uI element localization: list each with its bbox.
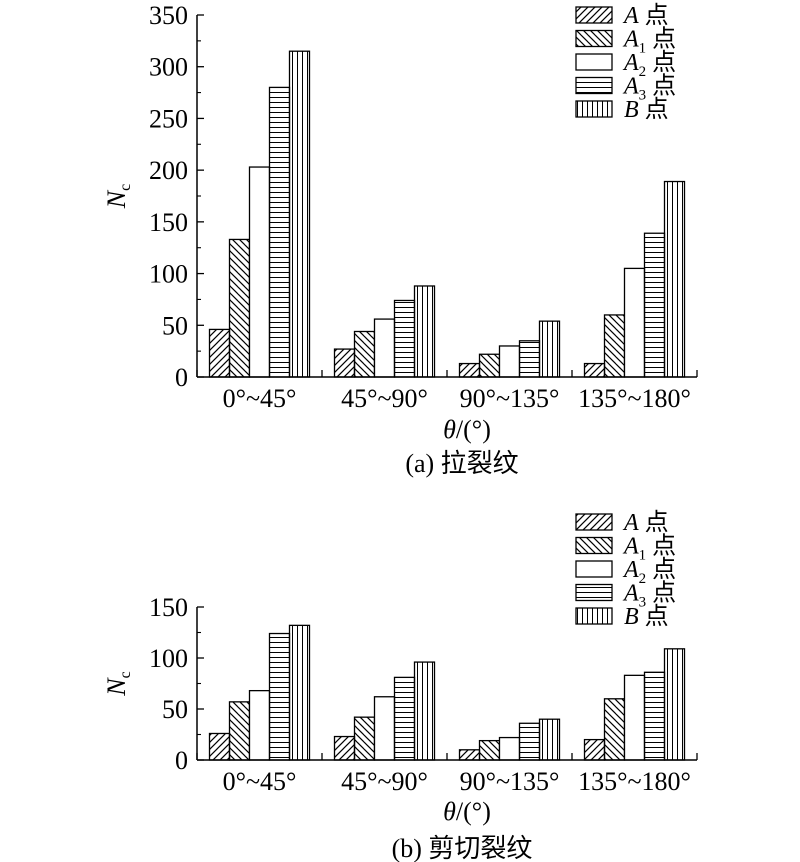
- chart-panel-a: 0°~45° 45°~90° 90°~135° 135°~180° 0 50 100 150 2…: [102, 1, 698, 478]
- legend-swatch: [575, 583, 613, 602]
- y-axis-label: Nc: [102, 184, 134, 209]
- y-tick-label: 150: [149, 208, 188, 237]
- bar: [623, 267, 646, 378]
- bar: [458, 362, 481, 378]
- bar: [498, 736, 521, 761]
- y-tick-label: 250: [149, 104, 188, 133]
- legend-label: A1 点: [622, 533, 676, 564]
- y-axis-label: Nc: [102, 671, 134, 696]
- bar: [413, 285, 436, 378]
- bar: [228, 701, 251, 761]
- bar: [663, 180, 686, 378]
- bar: [248, 689, 271, 761]
- x-tick-label: 45°~90°: [341, 384, 428, 413]
- x-tick-label: 135°~180°: [578, 767, 691, 796]
- bar: [268, 86, 291, 378]
- bar: [478, 739, 501, 761]
- x-tick-label: 45°~90°: [341, 767, 428, 796]
- y-tick-label: 0: [175, 746, 188, 775]
- y-tick-label: 0: [175, 363, 188, 392]
- bar: [603, 698, 626, 761]
- bar: [643, 232, 666, 378]
- bar: [583, 362, 606, 378]
- panel-caption: (a) 拉裂纹: [405, 449, 518, 478]
- x-tick-label: 135°~180°: [578, 384, 691, 413]
- bar: [393, 676, 416, 761]
- bar: [333, 735, 356, 761]
- chart-panel-b: 0°~45° 45°~90° 90°~135° 135°~180° 0 50 100 150 N…: [102, 509, 698, 862]
- bar: [518, 722, 541, 761]
- y-tick-label: 150: [149, 593, 188, 622]
- bar: [498, 345, 521, 378]
- x-tick-label: 90°~135°: [460, 767, 560, 796]
- bar: [373, 318, 396, 378]
- y-tick-label: 100: [149, 260, 188, 289]
- bar: [393, 299, 416, 378]
- legend-label: A1 点: [622, 26, 676, 57]
- legend-swatch: [575, 29, 613, 48]
- legend-swatch: [575, 53, 613, 71]
- bar: [518, 340, 541, 378]
- bar: [228, 238, 251, 378]
- x-axis-label: θ/(°): [443, 797, 491, 826]
- bar: [288, 50, 311, 378]
- legend: A 点A1 点A2 点A3 点B 点: [575, 2, 676, 123]
- bar: [603, 314, 626, 378]
- bar: [478, 353, 501, 378]
- bar: [458, 749, 481, 761]
- bar: [413, 661, 436, 761]
- y-tick-label: 50: [162, 311, 188, 340]
- y-tick-label: 350: [149, 1, 188, 30]
- bar: [643, 671, 666, 761]
- x-tick-label: 0°~45°: [223, 767, 297, 796]
- panel-caption: (b) 剪切裂纹: [392, 834, 533, 862]
- bar: [583, 738, 606, 761]
- legend-swatch: [575, 607, 613, 625]
- bar: [333, 348, 356, 378]
- y-tick-label: 200: [149, 156, 188, 185]
- bar: [663, 648, 686, 761]
- bar: [373, 696, 396, 761]
- bar: [353, 716, 376, 761]
- bar: [208, 732, 231, 761]
- legend-swatch: [575, 536, 613, 555]
- legend-swatch: [575, 560, 613, 578]
- legend-label: A3 点: [622, 73, 676, 104]
- legend-label: A2 点: [622, 49, 676, 80]
- bar: [538, 718, 561, 761]
- bar: [268, 632, 291, 761]
- x-axis-label: θ/(°): [443, 415, 491, 444]
- bar: [538, 320, 561, 378]
- legend-swatch: [575, 6, 613, 24]
- bar: [623, 674, 646, 761]
- y-tick-label: 300: [149, 53, 188, 82]
- bar: [248, 166, 271, 378]
- bar: [288, 624, 311, 761]
- y-tick-label: 100: [149, 644, 188, 673]
- legend-swatch: [575, 100, 613, 118]
- legend: A 点A1 点A2 点A3 点B 点: [575, 509, 676, 630]
- legend-label: A3 点: [622, 580, 676, 611]
- legend-label: A2 点: [622, 556, 676, 587]
- y-tick-label: 50: [162, 695, 188, 724]
- legend-swatch: [575, 76, 613, 95]
- legend-swatch: [575, 513, 613, 531]
- x-tick-label: 90°~135°: [460, 384, 560, 413]
- bar: [353, 330, 376, 378]
- x-tick-label: 0°~45°: [223, 384, 297, 413]
- bar: [208, 328, 231, 378]
